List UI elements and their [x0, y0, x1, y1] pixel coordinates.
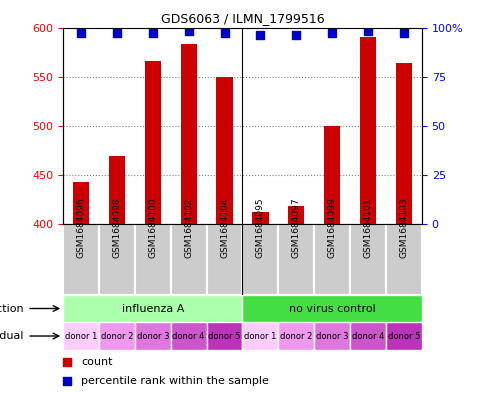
- Bar: [144, 61, 161, 224]
- Point: [184, 28, 192, 35]
- Bar: [395, 63, 411, 224]
- Bar: [252, 212, 268, 224]
- Point: [328, 30, 335, 37]
- Text: donor 5: donor 5: [387, 332, 419, 340]
- Bar: [73, 182, 89, 224]
- Text: GSM1684095: GSM1684095: [256, 197, 264, 258]
- Text: influenza A: influenza A: [121, 303, 183, 314]
- Bar: [99, 322, 135, 350]
- Bar: [63, 295, 242, 322]
- Text: GSM1684102: GSM1684102: [184, 197, 193, 258]
- Bar: [385, 322, 421, 350]
- Bar: [206, 224, 242, 295]
- Bar: [180, 44, 197, 224]
- Text: GSM1684100: GSM1684100: [148, 197, 157, 258]
- Text: GSM1684097: GSM1684097: [291, 197, 300, 258]
- Bar: [216, 77, 232, 224]
- Bar: [63, 322, 99, 350]
- Text: GSM1684103: GSM1684103: [399, 197, 408, 258]
- Text: donor 2: donor 2: [280, 332, 312, 340]
- Text: donor 3: donor 3: [136, 332, 169, 340]
- Text: donor 5: donor 5: [208, 332, 240, 340]
- Point: [77, 30, 85, 37]
- Bar: [108, 156, 125, 224]
- Text: donor 3: donor 3: [315, 332, 348, 340]
- Text: individual: individual: [0, 331, 24, 341]
- Bar: [242, 295, 421, 322]
- Point: [220, 30, 228, 37]
- Bar: [242, 224, 278, 295]
- Point: [271, 116, 278, 123]
- Bar: [170, 322, 206, 350]
- Title: GDS6063 / ILMN_1799516: GDS6063 / ILMN_1799516: [160, 12, 324, 25]
- Text: infection: infection: [0, 303, 24, 314]
- Bar: [135, 322, 170, 350]
- Bar: [287, 206, 304, 224]
- Text: percentile rank within the sample: percentile rank within the sample: [81, 376, 268, 386]
- Bar: [323, 126, 340, 224]
- Bar: [99, 224, 135, 295]
- Point: [271, 295, 278, 301]
- Text: donor 2: donor 2: [101, 332, 133, 340]
- Text: count: count: [81, 356, 112, 367]
- Bar: [242, 322, 278, 350]
- Text: GSM1684104: GSM1684104: [220, 197, 228, 258]
- Bar: [63, 224, 99, 295]
- Bar: [170, 224, 206, 295]
- Bar: [206, 322, 242, 350]
- Text: GSM1684099: GSM1684099: [327, 197, 336, 258]
- Bar: [135, 224, 170, 295]
- Text: no virus control: no virus control: [288, 303, 375, 314]
- Point: [292, 32, 300, 39]
- Point: [149, 30, 156, 37]
- Point: [113, 30, 121, 37]
- Bar: [349, 322, 385, 350]
- Text: GSM1684096: GSM1684096: [76, 197, 85, 258]
- Bar: [314, 322, 349, 350]
- Text: donor 1: donor 1: [65, 332, 97, 340]
- Point: [256, 32, 264, 39]
- Bar: [278, 224, 314, 295]
- Bar: [359, 37, 376, 224]
- Text: donor 4: donor 4: [172, 332, 204, 340]
- Bar: [278, 322, 314, 350]
- Bar: [349, 224, 385, 295]
- Text: donor 1: donor 1: [244, 332, 276, 340]
- Text: donor 4: donor 4: [351, 332, 383, 340]
- Bar: [314, 224, 349, 295]
- Point: [363, 28, 371, 35]
- Bar: [385, 224, 421, 295]
- Text: GSM1684098: GSM1684098: [112, 197, 121, 258]
- Point: [399, 30, 407, 37]
- Text: GSM1684101: GSM1684101: [363, 197, 372, 258]
